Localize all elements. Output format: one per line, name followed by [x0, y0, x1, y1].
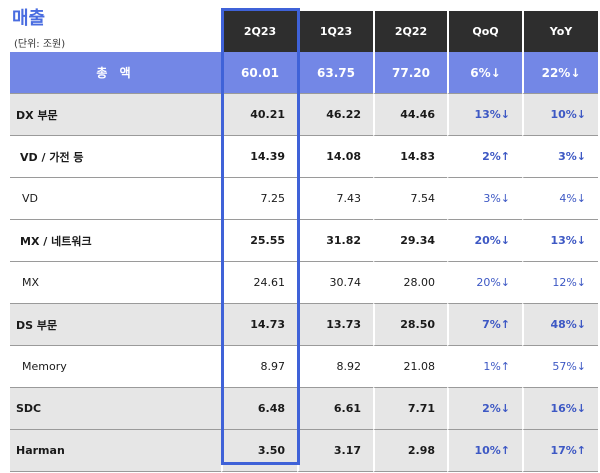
- header-qoq: QoQ: [447, 11, 522, 52]
- cell-2q23: 8.97: [221, 345, 297, 387]
- cell-qoq: 20%↓: [447, 261, 522, 303]
- header-2q23: 2Q23: [221, 11, 297, 52]
- cell-2q23: 40.21: [221, 93, 297, 135]
- cell-1q23: 14.08: [297, 135, 373, 177]
- row-label: SDC: [10, 387, 221, 429]
- cell-2q22: 44.46: [373, 93, 447, 135]
- cell-qoq: 20%↓: [447, 219, 522, 261]
- cell-1q23: 31.82: [297, 219, 373, 261]
- header-row: 2Q23 1Q23 2Q22 QoQ YoY: [10, 11, 598, 52]
- cell-1q23: 8.92: [297, 345, 373, 387]
- cell-2q23: 14.73: [221, 303, 297, 345]
- table-row: Memory 8.97 8.92 21.08 1%↑ 57%↓: [10, 345, 598, 387]
- table-row: Harman 3.50 3.17 2.98 10%↑ 17%↑: [10, 429, 598, 472]
- cell-2q22: 29.34: [373, 219, 447, 261]
- cell-yoy: 13%↓: [522, 219, 598, 261]
- row-label: MX: [10, 261, 221, 303]
- table-row: DX 부문 40.21 46.22 44.46 13%↓ 10%↓: [10, 93, 598, 135]
- cell-1q23: 7.43: [297, 177, 373, 219]
- row-label: MX / 네트워크: [10, 219, 221, 261]
- row-label: Harman: [10, 429, 221, 472]
- cell-yoy: 17%↑: [522, 429, 598, 472]
- table-row: MX / 네트워크 25.55 31.82 29.34 20%↓ 13%↓: [10, 219, 598, 261]
- cell-2q22: 7.54: [373, 177, 447, 219]
- row-label: VD / 가전 등: [10, 135, 221, 177]
- cell-yoy: 16%↓: [522, 387, 598, 429]
- cell-yoy: 10%↓: [522, 93, 598, 135]
- total-qoq: 6%↓: [447, 52, 522, 93]
- cell-yoy: 4%↓: [522, 177, 598, 219]
- header-2q22: 2Q22: [373, 11, 447, 52]
- cell-2q22: 28.50: [373, 303, 447, 345]
- cell-qoq: 2%↑: [447, 135, 522, 177]
- cell-2q22: 14.83: [373, 135, 447, 177]
- row-label: VD: [10, 177, 221, 219]
- cell-qoq: 7%↑: [447, 303, 522, 345]
- revenue-table: 2Q23 1Q23 2Q22 QoQ YoY 총 액 60.01 63.75 7…: [10, 11, 598, 472]
- cell-yoy: 48%↓: [522, 303, 598, 345]
- cell-yoy: 12%↓: [522, 261, 598, 303]
- cell-1q23: 13.73: [297, 303, 373, 345]
- row-label: DX 부문: [10, 93, 221, 135]
- cell-2q22: 7.71: [373, 387, 447, 429]
- cell-qoq: 13%↓: [447, 93, 522, 135]
- cell-qoq: 1%↑: [447, 345, 522, 387]
- cell-yoy: 57%↓: [522, 345, 598, 387]
- total-row: 총 액 60.01 63.75 77.20 6%↓ 22%↓: [10, 52, 598, 93]
- cell-qoq: 3%↓: [447, 177, 522, 219]
- cell-1q23: 46.22: [297, 93, 373, 135]
- unit-note: (단위: 조원): [14, 39, 66, 50]
- row-label: Memory: [10, 345, 221, 387]
- cell-2q23: 7.25: [221, 177, 297, 219]
- cell-qoq: 2%↓: [447, 387, 522, 429]
- cell-qoq: 10%↑: [447, 429, 522, 472]
- cell-2q22: 28.00: [373, 261, 447, 303]
- table-row: DS 부문 14.73 13.73 28.50 7%↑ 48%↓: [10, 303, 598, 345]
- cell-2q22: 2.98: [373, 429, 447, 472]
- total-yoy: 22%↓: [522, 52, 598, 93]
- cell-2q23: 14.39: [221, 135, 297, 177]
- cell-1q23: 3.17: [297, 429, 373, 472]
- cell-yoy: 3%↓: [522, 135, 598, 177]
- total-label: 총 액: [10, 52, 221, 93]
- cell-2q23: 6.48: [221, 387, 297, 429]
- header-yoy: YoY: [522, 11, 598, 52]
- table-row: SDC 6.48 6.61 7.71 2%↓ 16%↓: [10, 387, 598, 429]
- cell-2q22: 21.08: [373, 345, 447, 387]
- total-2q23: 60.01: [221, 52, 297, 93]
- total-2q22: 77.20: [373, 52, 447, 93]
- cell-1q23: 30.74: [297, 261, 373, 303]
- table-row: VD / 가전 등 14.39 14.08 14.83 2%↑ 3%↓: [10, 135, 598, 177]
- page-title: 매출: [12, 8, 46, 29]
- header-1q23: 1Q23: [297, 11, 373, 52]
- total-1q23: 63.75: [297, 52, 373, 93]
- cell-2q23: 24.61: [221, 261, 297, 303]
- cell-2q23: 3.50: [221, 429, 297, 472]
- cell-1q23: 6.61: [297, 387, 373, 429]
- row-label: DS 부문: [10, 303, 221, 345]
- cell-2q23: 25.55: [221, 219, 297, 261]
- table-row: VD 7.25 7.43 7.54 3%↓ 4%↓: [10, 177, 598, 219]
- table-row: MX 24.61 30.74 28.00 20%↓ 12%↓: [10, 261, 598, 303]
